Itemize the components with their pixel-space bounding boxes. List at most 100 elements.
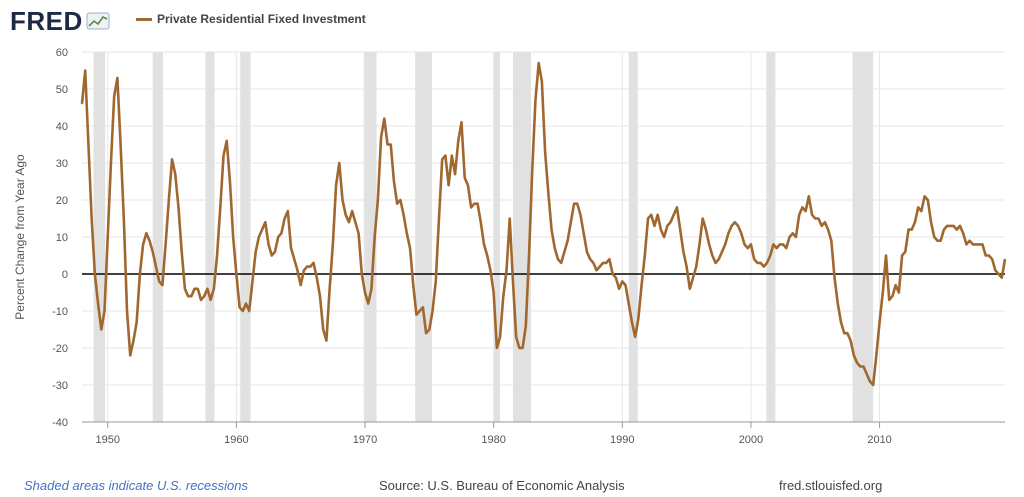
data-point	[406, 232, 408, 234]
data-point	[438, 217, 440, 220]
data-point	[541, 81, 543, 83]
data-point	[235, 273, 237, 275]
data-point	[444, 155, 447, 157]
x-tick-label: 1960	[224, 434, 248, 446]
data-point	[776, 247, 778, 249]
data-point	[312, 262, 315, 264]
data-point	[940, 240, 942, 242]
data-point	[431, 310, 434, 312]
data-point	[502, 295, 504, 297]
recession-band	[512, 52, 531, 422]
source-url-link[interactable]: fred.stlouisfed.org	[779, 478, 883, 493]
data-point	[284, 217, 286, 220]
data-point	[711, 254, 713, 257]
data-point	[978, 243, 980, 245]
data-point	[869, 380, 871, 382]
data-point	[734, 221, 736, 223]
data-point	[721, 251, 723, 253]
data-point	[743, 243, 746, 245]
data-point	[132, 340, 135, 342]
data-point	[920, 210, 922, 212]
data-point	[907, 229, 910, 231]
data-point	[657, 214, 659, 216]
data-point	[486, 254, 488, 257]
data-point	[87, 143, 90, 146]
data-point	[911, 229, 913, 231]
data-point	[361, 273, 363, 275]
data-point	[476, 203, 479, 205]
recession-band	[852, 52, 874, 422]
data-point	[846, 332, 849, 334]
data-point	[682, 251, 685, 253]
data-point	[567, 240, 569, 242]
data-point	[505, 269, 508, 271]
data-point	[737, 225, 739, 227]
data-point	[116, 77, 118, 79]
data-point	[531, 169, 533, 171]
data-point	[817, 217, 820, 220]
data-point	[470, 206, 472, 208]
data-point	[740, 232, 742, 234]
legend-swatch	[136, 17, 152, 21]
data-point	[888, 299, 890, 301]
data-point	[997, 273, 1000, 275]
data-point	[303, 269, 305, 271]
data-point	[525, 325, 527, 327]
data-point	[1001, 277, 1003, 279]
data-point	[197, 288, 199, 290]
data-point	[669, 221, 672, 223]
data-point	[377, 199, 379, 201]
chart-legend: Private Residential Fixed Investment	[136, 12, 366, 26]
data-point	[805, 210, 807, 212]
data-point	[258, 236, 260, 238]
data-point	[750, 243, 752, 245]
data-point	[695, 266, 697, 268]
data-point	[811, 214, 813, 216]
data-point	[965, 243, 968, 245]
data-point	[843, 332, 845, 334]
data-point	[380, 136, 382, 138]
data-point	[238, 306, 241, 308]
data-point	[419, 310, 421, 312]
data-point	[206, 288, 209, 290]
recession-band	[205, 52, 215, 422]
data-point	[518, 347, 520, 349]
y-tick-label: -10	[52, 306, 68, 318]
data-point	[718, 258, 720, 260]
data-point	[158, 280, 160, 282]
data-point	[631, 321, 633, 323]
data-point	[769, 254, 771, 257]
data-point	[795, 236, 797, 238]
recession-note: Shaded areas indicate U.S. recessions	[24, 478, 249, 493]
data-point	[904, 251, 906, 253]
y-tick-label: 20	[56, 195, 68, 207]
data-point	[653, 225, 656, 227]
data-point	[615, 277, 617, 279]
data-point	[644, 254, 646, 257]
data-point	[91, 217, 93, 220]
data-point	[100, 328, 102, 331]
data-point	[351, 210, 353, 212]
y-tick-label: 30	[56, 158, 68, 170]
data-point	[731, 225, 733, 227]
fred-logo-text: FRED	[10, 6, 83, 36]
y-tick-label: 40	[56, 121, 68, 133]
data-point	[319, 295, 321, 297]
data-point	[415, 314, 418, 316]
data-point	[895, 284, 897, 286]
data-point	[901, 254, 903, 257]
data-point	[557, 258, 559, 260]
data-point	[772, 243, 775, 245]
data-point	[341, 199, 344, 201]
data-point	[824, 221, 826, 223]
data-point	[981, 243, 984, 245]
data-point	[81, 103, 83, 105]
data-point	[528, 254, 530, 257]
data-point	[898, 291, 900, 294]
data-point	[972, 243, 974, 245]
data-point	[570, 221, 572, 223]
recession-band	[152, 52, 164, 422]
data-point	[560, 262, 562, 264]
y-axis-title: Percent Change from Year Ago	[13, 154, 27, 320]
fred-logo[interactable]: FRED	[10, 4, 110, 38]
